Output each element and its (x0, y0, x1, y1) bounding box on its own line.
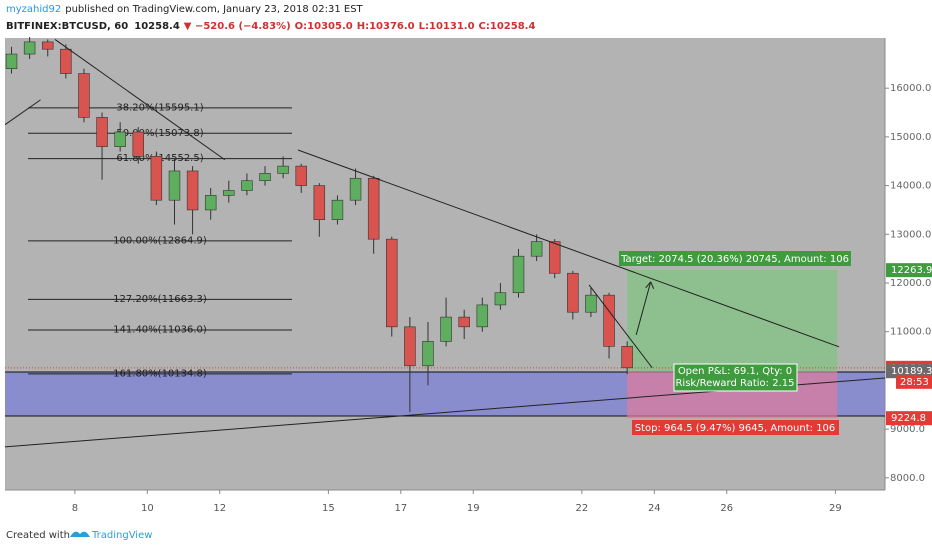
candle-body (168, 170, 181, 201)
candle-body (530, 241, 543, 257)
candle-body (404, 326, 416, 367)
candle-body (621, 346, 633, 369)
y-tick-label: 9000.0 (890, 424, 925, 435)
candle-body (386, 238, 398, 328)
symbol: BITFINEX:BTCUSD, 60 (6, 21, 128, 32)
stop-label-bg (632, 420, 839, 435)
candle-body (548, 241, 561, 274)
header-line: myzahid92 published on TradingView.com, J… (6, 4, 364, 15)
price-badge-label: 10189.3 (891, 366, 932, 377)
candle-body (331, 199, 344, 220)
candle-body (96, 117, 108, 147)
candle-body (186, 170, 199, 211)
trendline (4, 99, 41, 126)
symbol-line: BITFINEX:BTCUSD, 60 10258.4 ▼ −520.6 (−4.8… (6, 21, 535, 32)
fib-label: 161.80%(10134.8) (113, 368, 207, 379)
y-tick-label: 13000.0 (890, 229, 931, 240)
stop-label: Stop: 964.5 (9.47%) 9645, Amount: 106 (635, 423, 836, 434)
candle-body (204, 195, 217, 211)
footer-brand[interactable]: TradingView (91, 530, 152, 541)
target-zone (627, 270, 838, 372)
ohlc: L:10131.0 (419, 21, 475, 32)
x-tick-label: 19 (467, 503, 480, 514)
candle-body (5, 53, 18, 69)
price-badge-label: 9224.8 (891, 413, 926, 424)
pnl-label-bg (673, 363, 798, 392)
x-tick-label: 15 (322, 503, 335, 514)
fib-label: 50.00%(15073.8) (116, 128, 203, 139)
x-tick-label: 22 (576, 503, 589, 514)
logo (70, 531, 90, 537)
price-badge-label: 12263.9 (891, 265, 932, 276)
x-tick-label: 12 (213, 503, 226, 514)
candle-body (440, 316, 452, 342)
candle-body (23, 41, 36, 55)
fib-label: 127.20%(11663.3) (113, 294, 207, 305)
ohlc: H:10376.0 (357, 21, 415, 32)
candle-body (313, 185, 326, 220)
plot: 38.20%(15595.1)50.00%(15073.8)61.80%(145… (4, 37, 886, 448)
pnl-label: Open P&L: 69.1, Qty: 0 (678, 366, 792, 377)
price-badge (886, 364, 932, 379)
fib-label: 38.20%(15595.1) (116, 102, 203, 113)
candle-body (150, 156, 163, 201)
candle-body (241, 180, 253, 191)
y-tick-label: 8000.0 (890, 473, 925, 484)
footer-created: Created with (6, 530, 70, 541)
candle-body (512, 255, 525, 294)
x-tick-label: 26 (720, 503, 733, 514)
y-tick-label: 15000.0 (890, 132, 931, 143)
x-tick-label: 29 (829, 503, 842, 514)
candle-body (277, 165, 289, 174)
rr-label: Risk/Reward Ratio: 2.15 (675, 378, 794, 389)
price-badge (886, 411, 932, 426)
target-label: Target: 2074.5 (20.36%) 20745, Amount: 1… (620, 254, 849, 265)
candle-body (114, 131, 126, 147)
countdown-badge (896, 374, 932, 389)
candle-body (422, 341, 434, 367)
x-tick-label: 24 (648, 503, 661, 514)
y-tick-label: 12000.0 (890, 278, 931, 289)
author[interactable]: myzahid92 (6, 4, 61, 15)
trendline (588, 284, 653, 369)
change: ▼ −520.6 (−4.83%) (184, 21, 291, 32)
target-label-bg (619, 251, 851, 266)
y-tick-label: 14000.0 (890, 181, 931, 192)
candle-body (585, 294, 597, 313)
x-tick-label: 10 (141, 503, 154, 514)
y-tick-label: 16000.0 (890, 83, 931, 94)
fib-label: 100.00%(12864.9) (113, 235, 207, 246)
candle-body (295, 165, 307, 186)
candle-body (494, 292, 507, 306)
candle-body (78, 73, 90, 118)
trendline (635, 281, 652, 336)
ohlc: C:10258.4 (479, 21, 536, 32)
ohlc: O:10305.0 (295, 21, 353, 32)
y-tick-label: 11000.0 (890, 327, 931, 338)
candle-body (367, 177, 380, 240)
x-tick-label: 17 (394, 503, 407, 514)
trendline (54, 39, 226, 161)
candle-body (567, 272, 579, 313)
fib-label: 141.40%(11036.0) (113, 324, 207, 335)
candle-body (132, 131, 144, 157)
candle-body (259, 173, 271, 182)
candle-body (458, 316, 470, 328)
candle-body (223, 190, 235, 196)
candle-body (60, 48, 72, 74)
trendline (297, 149, 840, 348)
candle-body (42, 41, 54, 50)
price-badge (886, 263, 932, 278)
candle-body (476, 304, 489, 328)
last-price: 10258.4 (134, 21, 180, 32)
candle-body (349, 177, 362, 201)
published: published on TradingView.com, January 23… (65, 4, 363, 15)
candle-body (603, 294, 615, 347)
countdown: 28:53 (900, 377, 929, 388)
arrow-head (645, 281, 655, 289)
x-tick-label: 8 (72, 503, 78, 514)
